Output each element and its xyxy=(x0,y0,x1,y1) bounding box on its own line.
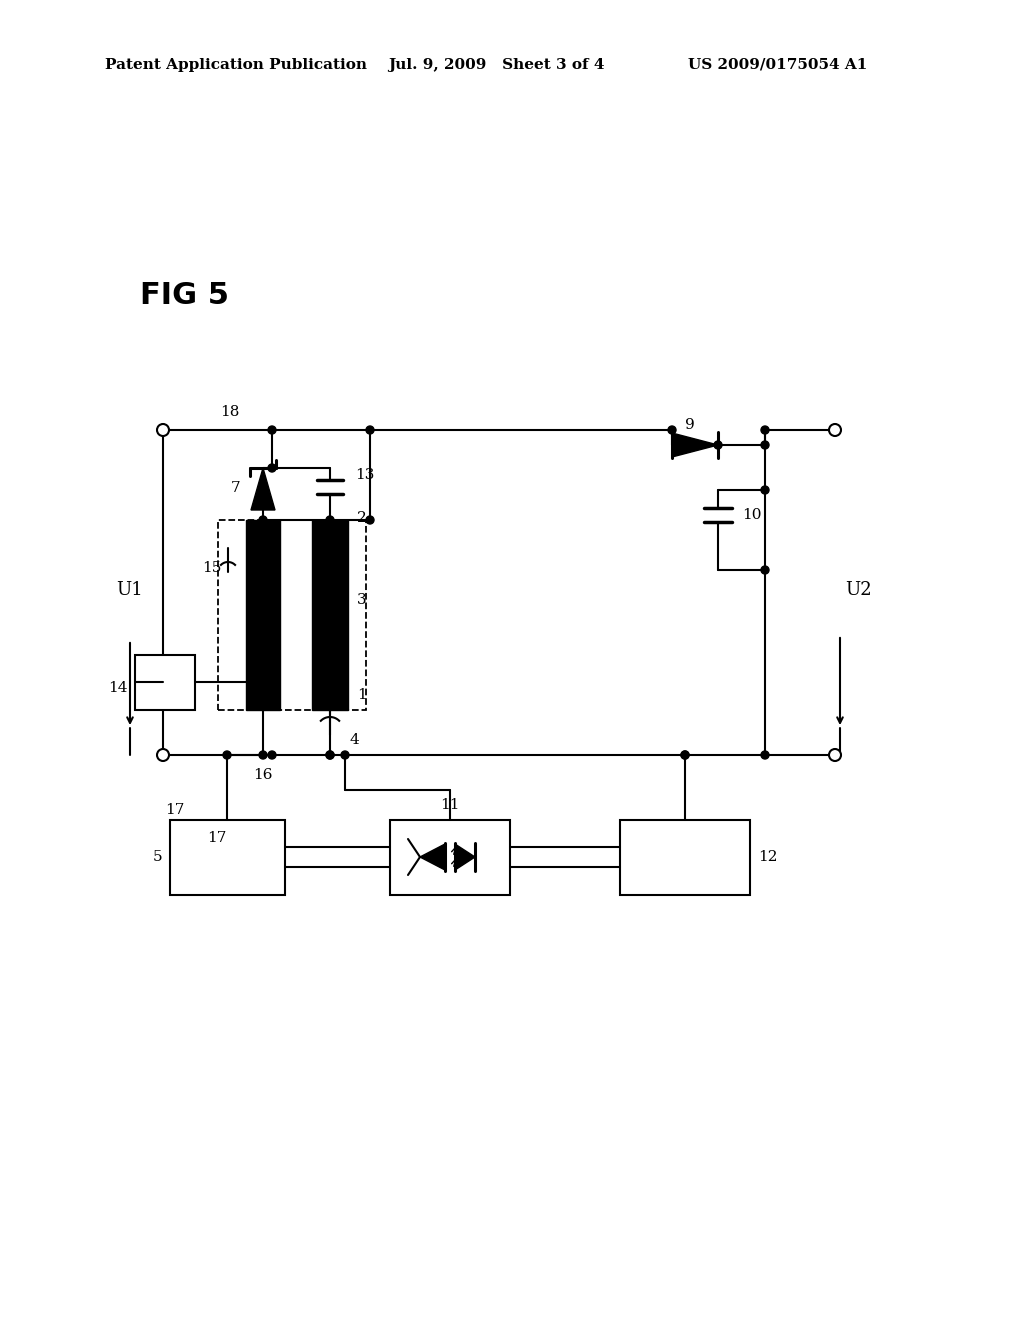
Text: 16: 16 xyxy=(253,768,272,781)
Circle shape xyxy=(326,516,334,524)
Circle shape xyxy=(223,751,231,759)
Circle shape xyxy=(668,426,676,434)
Circle shape xyxy=(761,426,769,434)
Bar xyxy=(135,655,195,710)
Circle shape xyxy=(268,426,276,434)
Polygon shape xyxy=(251,469,275,510)
Text: U2: U2 xyxy=(845,581,871,599)
Text: 2: 2 xyxy=(357,511,367,525)
Text: 18: 18 xyxy=(220,405,240,418)
Text: Patent Application Publication: Patent Application Publication xyxy=(105,58,367,73)
Polygon shape xyxy=(420,843,445,870)
Circle shape xyxy=(366,516,374,524)
Circle shape xyxy=(259,546,267,554)
Circle shape xyxy=(829,748,841,762)
Text: 15: 15 xyxy=(203,561,222,576)
Circle shape xyxy=(259,516,267,524)
Circle shape xyxy=(326,751,334,759)
Text: 11: 11 xyxy=(440,799,460,812)
Polygon shape xyxy=(455,843,475,870)
Text: 9: 9 xyxy=(685,418,695,432)
Text: 12: 12 xyxy=(758,850,777,865)
Bar xyxy=(218,520,366,710)
Text: 1: 1 xyxy=(357,688,367,702)
Text: 14: 14 xyxy=(109,681,128,696)
Polygon shape xyxy=(672,433,718,457)
Text: 7: 7 xyxy=(230,480,240,495)
Circle shape xyxy=(761,486,769,494)
Bar xyxy=(390,820,510,895)
Circle shape xyxy=(681,751,689,759)
Circle shape xyxy=(761,566,769,574)
Circle shape xyxy=(761,441,769,449)
Text: U1: U1 xyxy=(117,581,143,599)
Bar xyxy=(246,520,280,710)
Text: 3: 3 xyxy=(357,593,367,607)
Circle shape xyxy=(681,751,689,759)
Text: 5: 5 xyxy=(153,850,162,865)
Text: 13: 13 xyxy=(355,469,375,482)
Circle shape xyxy=(157,424,169,436)
Circle shape xyxy=(714,441,722,449)
Text: 17: 17 xyxy=(207,832,226,845)
Text: US 2009/0175054 A1: US 2009/0175054 A1 xyxy=(688,58,867,73)
Bar xyxy=(620,820,750,895)
Circle shape xyxy=(268,678,276,686)
Circle shape xyxy=(326,751,334,759)
Circle shape xyxy=(829,424,841,436)
Text: 4: 4 xyxy=(350,733,359,747)
Circle shape xyxy=(268,751,276,759)
Circle shape xyxy=(341,751,349,759)
Text: FIG 5: FIG 5 xyxy=(140,281,229,309)
Bar xyxy=(312,520,348,710)
Text: 10: 10 xyxy=(742,508,762,521)
Circle shape xyxy=(366,426,374,434)
Circle shape xyxy=(259,751,267,759)
Text: Jul. 9, 2009   Sheet 3 of 4: Jul. 9, 2009 Sheet 3 of 4 xyxy=(388,58,604,73)
Bar xyxy=(170,820,285,895)
Circle shape xyxy=(268,465,276,473)
Circle shape xyxy=(761,751,769,759)
Text: 17: 17 xyxy=(165,803,184,817)
Circle shape xyxy=(157,748,169,762)
Circle shape xyxy=(326,676,334,684)
